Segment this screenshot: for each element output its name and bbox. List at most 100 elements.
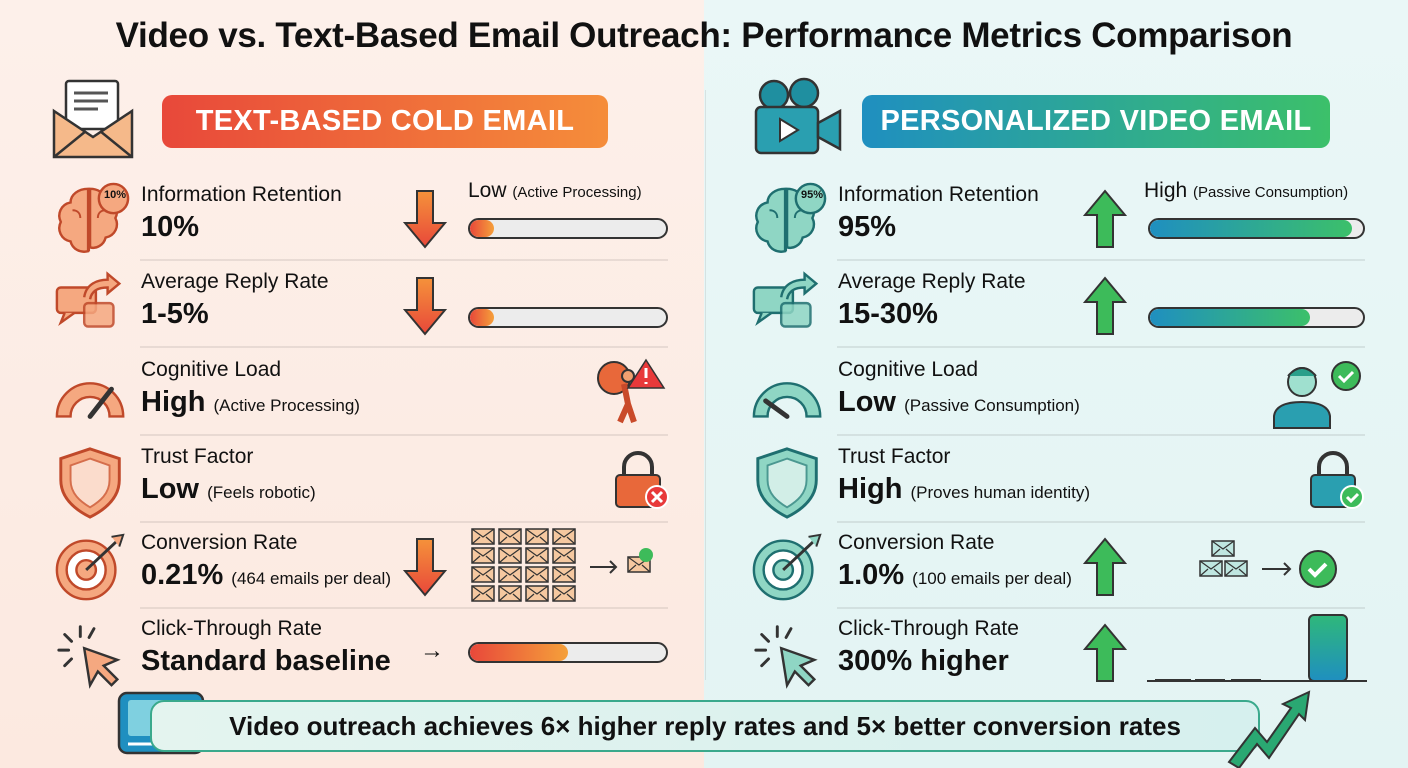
row-divider [837,607,1365,609]
chat-bubbles-icon [50,268,134,340]
metric-value-text: 1-5% [141,298,209,330]
progress-bar [468,307,668,328]
metric-label: Information Retention [141,183,342,206]
metric-note: (Feels robotic) [207,483,316,502]
cursor-click-icon [747,615,831,689]
metric-value: 0.21% (464 emails per deal) [141,559,391,592]
row-divider [140,521,668,523]
metric-value-text: 0.21% [141,559,224,591]
progress-fill [470,309,494,326]
metric-value-text: Low [838,386,896,418]
few-emails-to-check-icon: → [1192,537,1362,602]
metric-label: Cognitive Load [141,358,282,381]
trend-up-arrow-icon [1227,690,1311,768]
progress-bar [468,642,668,663]
left-row-cognitive-load: Cognitive Load High (Active Processing) [50,350,668,436]
left-row-average-reply-rate: Average Reply Rate 1-5% [50,262,668,348]
metric-label: Average Reply Rate [838,270,1026,293]
panel-divider [705,90,706,680]
metric-value-text: High [838,473,903,505]
progress-fill [1150,309,1310,326]
metric-value: Low (Passive Consumption) [838,386,1080,419]
metric-value: 300% higher [838,645,1009,678]
row-divider [140,259,668,261]
right-row-conversion-rate: Conversion Rate 1.0% (100 emails per deal… [747,523,1365,609]
metric-label: Conversion Rate [141,531,298,554]
video-email-header: PERSONALIZED VIDEO EMAIL [862,95,1330,148]
metric-label: Average Reply Rate [141,270,329,293]
metric-label: Trust Factor [141,445,254,468]
relaxed-person-check-icon [1262,360,1362,435]
brain-icon: 95% [747,181,831,253]
bar-caption: High (Passive Consumption) [1144,179,1348,203]
cracked-shield-icon [50,443,134,519]
metric-value-text: Standard baseline [141,645,391,677]
target-icon [50,529,134,601]
video-camera-icon [754,77,842,155]
arrow-up-icon [1082,189,1128,249]
right-row-information-retention: 95% Information Retention 95% High (Passive… [747,175,1365,261]
lock-error-icon [610,451,670,516]
metric-value: 1.0% (100 emails per deal) [838,559,1072,592]
metric-value-text: 95% [838,211,897,243]
right-row-trust-factor: Trust Factor High (Proves human identity) [747,437,1365,523]
metric-label: Information Retention [838,183,1039,206]
metric-value: 1-5% [141,298,209,331]
metric-note: (100 emails per deal) [912,569,1072,588]
metric-value-text: High [141,386,206,418]
row-divider [837,259,1365,261]
bar-caption-level: Low [468,179,507,202]
right-row-cognitive-load: Cognitive Load Low (Passive Consumption) [747,350,1365,436]
gauge-high-icon [50,356,134,428]
metric-value-text: 10% [141,211,200,243]
left-row-information-retention: 10% Information Retention 10% Low (Active P… [50,175,668,261]
row-divider [837,521,1365,523]
many-emails-to-one-icon: → [470,527,670,612]
arrow-up-icon [1082,623,1128,683]
progress-bar [1148,218,1365,239]
target-icon [747,529,831,601]
retention-badge: 95% [800,189,824,201]
arrow-down-icon [402,276,448,336]
metric-value-text: Low [141,473,199,505]
tall-bar-chart-icon [1147,613,1367,688]
lock-check-icon [1305,451,1365,516]
gauge-low-icon [747,356,831,428]
metric-value: 10% [141,211,199,244]
bar-caption-note: (Passive Consumption) [1193,184,1349,201]
metric-label: Cognitive Load [838,358,979,381]
page-title: Video vs. Text-Based Email Outreach: Per… [115,16,1293,55]
row-divider [837,434,1365,436]
metric-label: Click-Through Rate [838,617,1019,640]
metric-label: Conversion Rate [838,531,995,554]
row-divider [140,434,668,436]
bar-caption-note: (Active Processing) [512,184,642,201]
retention-badge: 10% [103,189,127,201]
shield-icon [747,443,831,519]
arrow-down-icon [402,189,448,249]
left-row-conversion-rate: Conversion Rate 0.21% (464 emails per dea… [50,523,668,609]
arrow-up-icon [1082,276,1128,336]
metric-value: High (Proves human identity) [838,473,1090,506]
metric-value-text: 1.0% [838,559,905,591]
metric-value: 95% [838,211,896,244]
burdened-person-warning-icon [584,356,668,431]
cursor-click-icon [50,615,134,689]
metric-value: Standard baseline [141,645,391,678]
bar-caption: Low (Active Processing) [468,179,642,203]
envelope-letter-icon [52,79,134,159]
metric-note: (464 emails per deal) [231,569,391,588]
metric-value: Low (Feels robotic) [141,473,316,506]
chat-bubbles-icon [747,268,831,340]
row-divider [140,607,668,609]
arrow-down-icon [402,537,448,597]
right-row-average-reply-rate: Average Reply Rate 15-30% [747,262,1365,348]
metric-label: Click-Through Rate [141,617,322,640]
row-divider [837,346,1365,348]
metric-value-text: 15-30% [838,298,938,330]
metric-note: (Passive Consumption) [904,396,1080,415]
bar-caption-level: High [1144,179,1188,202]
arrow-up-icon [1082,537,1128,597]
right-row-click-through-rate: Click-Through Rate 300% higher [747,609,1367,695]
summary-banner: Video outreach achieves 6× higher reply … [150,700,1260,752]
